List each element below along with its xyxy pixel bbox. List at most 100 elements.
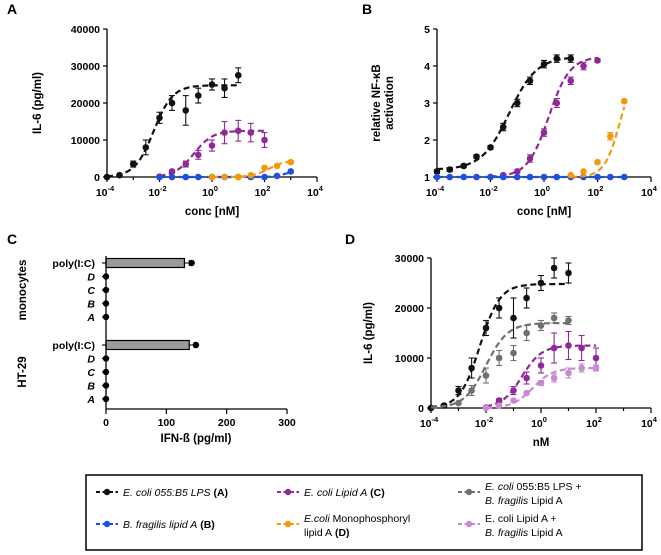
data-point — [594, 158, 601, 166]
y-tick-label: 1 — [424, 172, 430, 184]
data-point — [194, 92, 202, 99]
data-point — [473, 153, 480, 160]
data-point — [116, 171, 123, 179]
data-point — [495, 304, 503, 312]
category-label: A — [86, 312, 95, 324]
data-point — [523, 374, 530, 382]
data-point — [156, 173, 163, 181]
legend-label: E. coli Lipid A + — [485, 513, 557, 525]
series-black — [103, 67, 242, 181]
data-point — [523, 329, 530, 337]
legend-swatch-marker — [284, 488, 292, 496]
x-axis-label: nM — [533, 437, 550, 449]
data-point — [526, 173, 534, 181]
legend-swatch-marker — [103, 520, 111, 528]
data-point — [433, 173, 441, 181]
data-point — [510, 314, 517, 322]
group-label: monocytes — [17, 260, 29, 321]
category-label: poly(I:C) — [52, 258, 95, 270]
x-tick-label: 102 — [588, 184, 604, 199]
y-tick-label: 2 — [424, 135, 430, 147]
category-label: C — [87, 285, 95, 297]
data-point — [537, 362, 545, 369]
x-tick-label: 10-2 — [479, 184, 497, 199]
data-point — [594, 57, 601, 64]
x-tick-label: 10-2 — [475, 415, 493, 430]
legend-item: E. coli 055:B5 LPS (A) — [96, 487, 228, 499]
data-point — [537, 322, 545, 329]
data-point — [221, 84, 228, 92]
data-point — [553, 99, 561, 107]
bar — [105, 257, 186, 269]
data-point — [510, 387, 517, 394]
series-pink — [482, 363, 600, 412]
data-point — [565, 342, 572, 349]
y-tick-label: 10000 — [395, 353, 424, 365]
x-axis-label: conc [nM] — [517, 206, 571, 218]
data-point — [550, 344, 558, 352]
data-point — [526, 155, 534, 162]
category-label: poly(I:C) — [52, 340, 95, 352]
x-axis-label: IFN-ß (pg/ml) — [161, 433, 232, 445]
panel-C: Cpoly(I:C)DCBAmonocytespoly(I:C)DCBAHT-2… — [7, 231, 296, 445]
series-blue — [433, 173, 628, 181]
data-point — [194, 151, 202, 159]
data-point — [578, 364, 585, 372]
data-point — [553, 55, 561, 62]
panel-letter: A — [7, 1, 17, 17]
data-point — [182, 107, 190, 114]
y-axis-label: relative NF-κB — [371, 64, 383, 141]
y-axis-label: activation — [384, 76, 396, 130]
legend-item: E. coli 055:B5 LPS + B. fragilis Lipid A — [458, 481, 582, 507]
data-point — [567, 55, 575, 62]
data-point — [523, 389, 530, 397]
data-point — [208, 142, 216, 149]
data-point — [287, 158, 295, 166]
x-tick-label: 0 — [103, 417, 109, 429]
fit-curve — [159, 129, 265, 177]
data-point — [192, 341, 200, 349]
data-point — [168, 99, 176, 107]
legend-swatch-marker — [284, 520, 292, 528]
data-point — [620, 173, 628, 181]
data-point — [482, 324, 490, 332]
data-point — [446, 166, 454, 173]
category-label: D — [87, 272, 95, 284]
data-point — [460, 173, 468, 181]
series-black — [433, 54, 575, 175]
legend-label: lipid A (D) — [304, 527, 350, 539]
data-point — [487, 173, 494, 181]
y-tick-label: 3 — [424, 98, 430, 110]
category-label: A — [86, 394, 95, 406]
data-point — [567, 171, 575, 179]
data-point — [526, 77, 534, 85]
data-point — [620, 97, 628, 105]
series-orange — [208, 158, 295, 181]
data-point — [156, 114, 163, 122]
data-point — [553, 173, 561, 181]
data-point — [455, 387, 462, 394]
fit-curve — [106, 84, 239, 178]
group-label: HT-29 — [17, 356, 29, 387]
fit-curve — [430, 321, 569, 409]
x-tick-label: 104 — [641, 415, 658, 430]
data-point — [540, 173, 548, 181]
data-point — [523, 294, 530, 302]
data-point — [182, 173, 190, 181]
data-point — [194, 173, 202, 181]
data-point — [234, 127, 242, 135]
panel-B: B 1 2 3 4 5 10-4 10-2 100 102 104 conc [nM] relative… — [362, 1, 658, 218]
x-tick-label: 10-4 — [426, 184, 445, 199]
y-axis-label: IL-6 (pg/ml) — [32, 72, 44, 134]
panel-letter: C — [7, 231, 17, 247]
data-point — [446, 173, 454, 181]
data-point — [168, 173, 176, 181]
series-gray — [430, 312, 572, 409]
data-point — [606, 173, 614, 181]
legend-swatch-marker — [103, 488, 111, 496]
x-tick-label: 100 — [534, 184, 550, 199]
data-point — [455, 399, 462, 407]
data-point — [208, 81, 216, 88]
data-point — [168, 168, 176, 175]
x-axis-label: conc [nM] — [185, 206, 239, 218]
